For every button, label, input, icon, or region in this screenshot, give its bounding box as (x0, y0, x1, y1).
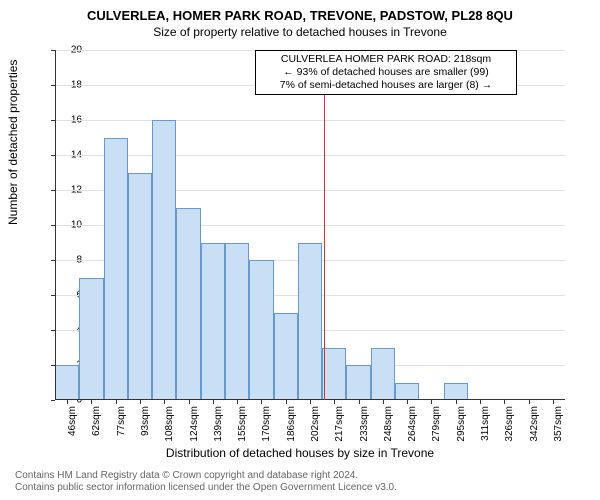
x-tick-label: 326sqm (504, 406, 515, 446)
x-tick-label: 46sqm (67, 406, 78, 446)
chart-container: CULVERLEA, HOMER PARK ROAD, TREVONE, PAD… (0, 0, 600, 500)
x-tick-label: 279sqm (431, 406, 442, 446)
x-tick-mark (504, 400, 505, 404)
x-tick-label: 108sqm (164, 406, 175, 446)
histogram-bar (346, 365, 370, 400)
x-tick-label: 62sqm (91, 406, 102, 446)
x-tick-mark (334, 400, 335, 404)
x-tick-label: 342sqm (529, 406, 540, 446)
footer-line-1: Contains HM Land Registry data © Crown c… (15, 470, 397, 482)
chart-subtitle: Size of property relative to detached ho… (0, 23, 600, 39)
x-tick-mark (456, 400, 457, 404)
histogram-bar (249, 260, 273, 400)
x-tick-mark (310, 400, 311, 404)
histogram-bar (371, 348, 395, 401)
x-tick-mark (237, 400, 238, 404)
x-tick-mark (91, 400, 92, 404)
x-tick-mark (553, 400, 554, 404)
x-axis-line (55, 399, 565, 400)
x-tick-label: 248sqm (383, 406, 394, 446)
x-tick-label: 124sqm (189, 406, 200, 446)
x-tick-mark (529, 400, 530, 404)
x-tick-label: 357sqm (553, 406, 564, 446)
chart-title: CULVERLEA, HOMER PARK ROAD, TREVONE, PAD… (0, 0, 600, 23)
x-tick-mark (116, 400, 117, 404)
histogram-bar (298, 243, 322, 401)
x-tick-mark (213, 400, 214, 404)
histogram-bar (201, 243, 225, 401)
x-tick-label: 77sqm (116, 406, 127, 446)
x-tick-mark (286, 400, 287, 404)
histogram-bar (322, 348, 346, 401)
x-tick-label: 217sqm (334, 406, 345, 446)
histogram-bar (55, 365, 79, 400)
footer-attribution: Contains HM Land Registry data © Crown c… (15, 470, 397, 494)
x-tick-mark (431, 400, 432, 404)
plot-area: CULVERLEA HOMER PARK ROAD: 218sqm← 93% o… (55, 50, 565, 400)
x-tick-mark (383, 400, 384, 404)
annotation-line-2: ← 93% of detached houses are smaller (99… (260, 66, 512, 79)
gridline (55, 155, 565, 156)
x-tick-label: 202sqm (310, 406, 321, 446)
x-tick-label: 233sqm (359, 406, 370, 446)
x-tick-label: 170sqm (261, 406, 272, 446)
x-tick-mark (359, 400, 360, 404)
x-tick-label: 264sqm (407, 406, 418, 446)
x-tick-mark (140, 400, 141, 404)
x-tick-label: 186sqm (286, 406, 297, 446)
histogram-bar (79, 278, 103, 401)
y-axis-label: Number of detached properties (6, 60, 20, 225)
y-axis-line (55, 50, 56, 400)
footer-line-2: Contains public sector information licen… (15, 482, 397, 494)
histogram-bar (274, 313, 298, 401)
histogram-bar (395, 383, 419, 401)
gridline (55, 120, 565, 121)
x-tick-mark (164, 400, 165, 404)
x-tick-label: 139sqm (213, 406, 224, 446)
x-axis-label: Distribution of detached houses by size … (0, 446, 600, 460)
x-tick-label: 155sqm (237, 406, 248, 446)
x-tick-mark (407, 400, 408, 404)
annotation-box: CULVERLEA HOMER PARK ROAD: 218sqm← 93% o… (255, 50, 517, 95)
x-tick-label: 295sqm (456, 406, 467, 446)
x-tick-mark (261, 400, 262, 404)
reference-line (324, 50, 325, 400)
histogram-bar (152, 120, 176, 400)
histogram-bar (225, 243, 249, 401)
histogram-bar (128, 173, 152, 401)
histogram-bar (104, 138, 128, 401)
histogram-bar (176, 208, 200, 401)
annotation-line-3: 7% of semi-detached houses are larger (8… (260, 79, 512, 92)
y-tick-mark (51, 400, 55, 401)
x-tick-mark (480, 400, 481, 404)
x-tick-label: 311sqm (480, 406, 491, 446)
annotation-line-1: CULVERLEA HOMER PARK ROAD: 218sqm (260, 53, 512, 66)
histogram-bar (444, 383, 468, 401)
x-tick-mark (189, 400, 190, 404)
x-tick-label: 93sqm (140, 406, 151, 446)
